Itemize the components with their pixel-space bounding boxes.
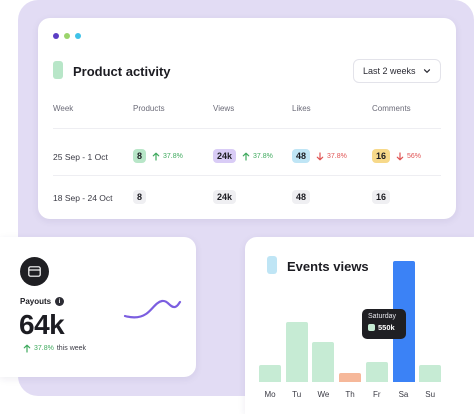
events-views-title: Events views bbox=[287, 259, 369, 274]
likes-change: 37.8% bbox=[316, 151, 347, 161]
payouts-change: 37.8% this week bbox=[23, 344, 86, 353]
product-activity-card: Product activity Last 2 weeks Week Produ… bbox=[38, 18, 456, 219]
arrow-down-icon bbox=[316, 151, 324, 160]
events-views-card bbox=[245, 237, 474, 414]
window-dot bbox=[64, 33, 70, 39]
row-week-label: 25 Sep - 1 Oct bbox=[53, 152, 108, 162]
views-cell: 24k bbox=[213, 190, 237, 204]
comments-badge: 16 bbox=[372, 149, 391, 163]
day-label-th: Th bbox=[345, 390, 355, 399]
bar-mo[interactable] bbox=[259, 365, 281, 382]
table-divider bbox=[53, 175, 441, 176]
comments-badge: 16 bbox=[372, 190, 391, 204]
row-week-label: 18 Sep - 24 Oct bbox=[53, 193, 113, 203]
bar-we[interactable] bbox=[312, 341, 335, 382]
bar-th[interactable] bbox=[339, 372, 362, 382]
views-change-value: 37.8% bbox=[253, 152, 273, 160]
comments-cell: 16 bbox=[372, 190, 391, 204]
likes-change-value: 37.8% bbox=[327, 152, 347, 160]
tooltip-swatch bbox=[368, 324, 375, 331]
likes-cell: 48 37.8% bbox=[292, 149, 347, 163]
payouts-sparkline bbox=[123, 299, 182, 319]
bar-tu[interactable] bbox=[285, 321, 308, 382]
arrow-up-icon bbox=[152, 152, 160, 161]
day-label-we: We bbox=[317, 390, 330, 399]
product-activity-title: Product activity bbox=[73, 64, 171, 79]
window-dot bbox=[75, 33, 81, 39]
payouts-label-text: Payouts bbox=[20, 297, 52, 306]
info-icon[interactable]: i bbox=[55, 297, 65, 306]
events-views-accent bbox=[267, 256, 277, 274]
views-cell: 24k 37.8% bbox=[213, 149, 273, 163]
day-label-sa: Sa bbox=[398, 390, 409, 399]
day-label-fr: Fr bbox=[373, 390, 381, 399]
day-label-su: Su bbox=[425, 390, 436, 399]
wallet-icon bbox=[20, 257, 49, 286]
day-label-tu: Tu bbox=[292, 390, 302, 399]
tooltip-value: 550k bbox=[378, 323, 395, 332]
column-header-views: Views bbox=[213, 104, 235, 113]
payouts-change-period: this week bbox=[56, 345, 87, 352]
column-header-week: Week bbox=[53, 104, 74, 113]
arrow-up-icon bbox=[242, 152, 250, 161]
chart-tooltip: Saturday 550k bbox=[362, 309, 406, 339]
chevron-down-icon bbox=[423, 69, 430, 73]
comments-cell: 16 56% bbox=[372, 149, 421, 163]
range-dropdown[interactable]: Last 2 weeks bbox=[353, 59, 441, 83]
likes-cell: 48 bbox=[292, 190, 311, 204]
products-change-value: 37.8% bbox=[163, 152, 183, 160]
views-badge: 24k bbox=[213, 149, 237, 163]
tooltip-day: Saturday bbox=[368, 313, 397, 320]
payouts-value: 64k bbox=[19, 309, 65, 340]
day-label-mo: Mo bbox=[264, 390, 276, 399]
window-dots bbox=[53, 33, 81, 39]
likes-badge: 48 bbox=[292, 190, 311, 204]
arrow-down-icon bbox=[396, 151, 404, 160]
products-cell: 8 37.8% bbox=[133, 149, 183, 163]
tooltip-value-row: 550k bbox=[368, 323, 400, 332]
column-header-likes: Likes bbox=[292, 104, 311, 113]
bar-su[interactable] bbox=[419, 365, 442, 382]
products-change: 37.8% bbox=[152, 152, 183, 161]
views-change: 37.8% bbox=[242, 152, 273, 161]
comments-change-value: 56% bbox=[407, 152, 422, 160]
payouts-label: Payouts i bbox=[20, 297, 65, 306]
products-badge: 8 bbox=[133, 149, 147, 163]
window-dot bbox=[53, 33, 59, 39]
column-header-products: Products bbox=[133, 104, 165, 113]
likes-badge: 48 bbox=[292, 149, 311, 163]
products-cell: 8 bbox=[133, 190, 147, 204]
comments-change: 56% bbox=[396, 151, 422, 161]
product-activity-accent bbox=[53, 61, 63, 79]
payouts-change-value: 37.8% bbox=[34, 345, 54, 352]
column-header-comments: Comments bbox=[372, 104, 411, 113]
views-badge: 24k bbox=[213, 190, 237, 204]
arrow-up-icon bbox=[23, 344, 31, 353]
products-badge: 8 bbox=[133, 190, 147, 204]
range-dropdown-value: Last 2 weeks bbox=[363, 66, 416, 76]
bar-fr[interactable] bbox=[365, 361, 388, 382]
table-divider bbox=[53, 128, 441, 129]
